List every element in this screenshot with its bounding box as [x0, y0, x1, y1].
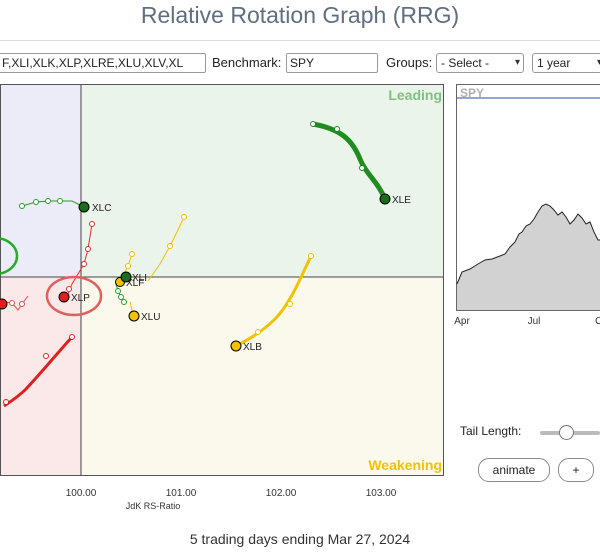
tail-length-slider[interactable]: [540, 425, 600, 440]
quadrant-label-leading: Leading: [388, 87, 442, 103]
xlk-tail-point: [181, 214, 187, 220]
xli-label: XLI: [132, 273, 147, 284]
x-tick: 102.00: [266, 488, 297, 499]
slider-knob[interactable]: [559, 425, 574, 440]
xlf-tail-point: [121, 299, 127, 305]
plus-button[interactable]: +: [558, 458, 594, 482]
spy-chart: SPY Apr Jul O: [454, 84, 600, 327]
period-select[interactable]: 1 year ▾: [532, 53, 600, 73]
symbols-input[interactable]: F,XLI,XLK,XLP,XLRE,XLU,XLV,XL: [0, 53, 206, 73]
quadrant-weakening: [81, 277, 443, 476]
x-axis-label: JdK RS-Ratio: [126, 501, 181, 511]
groups-select[interactable]: - Select - ▾: [436, 53, 524, 73]
xlp-tail-point: [85, 246, 91, 252]
chevron-down-icon: ▾: [514, 57, 520, 68]
toolbar: F,XLI,XLK,XLP,XLRE,XLU,XLV,XL Benchmark:…: [0, 40, 600, 85]
xlre-tail-point: [9, 300, 15, 306]
groups-select-value: - Select -: [441, 56, 490, 70]
period-select-value: 1 year: [537, 56, 571, 70]
animate-button[interactable]: animate: [478, 458, 550, 482]
xlv-red-tail-point: [3, 399, 9, 405]
xlu-marker[interactable]: [128, 310, 140, 322]
xle-tail-point: [359, 165, 365, 171]
benchmark-label: Benchmark:: [212, 55, 282, 70]
spy-x-tick: O: [595, 316, 600, 327]
xlb-tail: [235, 255, 313, 348]
x-tick: 100.00: [66, 488, 97, 499]
spy-price-line: [456, 203, 600, 285]
xlu-label: XLU: [141, 312, 160, 323]
xli-marker[interactable]: [120, 271, 132, 283]
xlb-label: XLB: [243, 342, 262, 353]
xlb-tail-point: [308, 253, 314, 259]
xle-marker[interactable]: [379, 193, 391, 205]
xlk-tail: [147, 216, 185, 282]
xlre-marker[interactable]: [0, 298, 8, 310]
xlp-tail-point: [66, 286, 72, 292]
xlb-marker[interactable]: [230, 340, 242, 352]
xle-tail: [312, 121, 388, 201]
xlp-tail-point: [89, 221, 95, 227]
xlv-red-tail-point: [43, 353, 49, 359]
page-title: Relative Rotation Graph (RRG): [140, 2, 460, 28]
xle-tail-point: [334, 126, 340, 132]
xlk-tail-point: [167, 243, 173, 249]
xlp-label: XLP: [71, 293, 90, 304]
quadrant-label-weakening: Weakening: [368, 457, 442, 473]
xlp-tail-point: [81, 261, 87, 267]
tail-length-label: Tail Length:: [460, 424, 522, 438]
xlb-tail-point: [287, 301, 293, 307]
xlb-tail-point: [255, 329, 261, 335]
xlc-label: XLC: [92, 203, 111, 214]
xlv-tail-point: [125, 263, 131, 269]
quadrant-leading: [81, 84, 443, 277]
x-tick: 101.00: [166, 488, 197, 499]
xlc-marker[interactable]: [78, 201, 90, 213]
spy-x-tick: Apr: [454, 316, 470, 327]
xlp-marker[interactable]: [58, 291, 70, 303]
x-tick: 103.00: [366, 488, 397, 499]
xlc-tail-point: [33, 199, 39, 205]
xlf-tail-point: [115, 288, 121, 294]
highlight-ellipse-red: [45, 275, 103, 317]
spy-label: SPY: [460, 86, 484, 100]
rrg-chart[interactable]: Leading Weakening XLE XLC XLF XLI XLU XL…: [0, 84, 450, 524]
xlc-tail-point: [19, 203, 25, 209]
xlf-tail-point: [118, 294, 124, 300]
xlv-tail-point: [129, 251, 135, 257]
groups-label: Groups:: [386, 55, 433, 70]
xlc-tail-point: [57, 198, 63, 204]
xle-label: XLE: [392, 195, 411, 206]
xlv-red-tail-point: [69, 334, 75, 340]
xlre-tail-point: [19, 301, 25, 307]
quadrant-lagging: [0, 277, 81, 476]
xlf-label: XLF: [126, 278, 144, 289]
spy-x-tick: Jul: [528, 316, 541, 327]
xle-tail-point: [310, 121, 316, 127]
xlc-tail-point: [45, 198, 51, 204]
highlight-ellipse-green: [0, 237, 19, 275]
benchmark-input[interactable]: SPY: [286, 53, 378, 73]
spy-area: [457, 204, 600, 310]
chevron-down-icon: ▾: [596, 57, 600, 68]
footer-caption: 5 trading days ending Mar 27, 2024: [189, 531, 411, 547]
xlv-red-tail: [3, 335, 74, 408]
plot-frame: [0, 84, 444, 476]
